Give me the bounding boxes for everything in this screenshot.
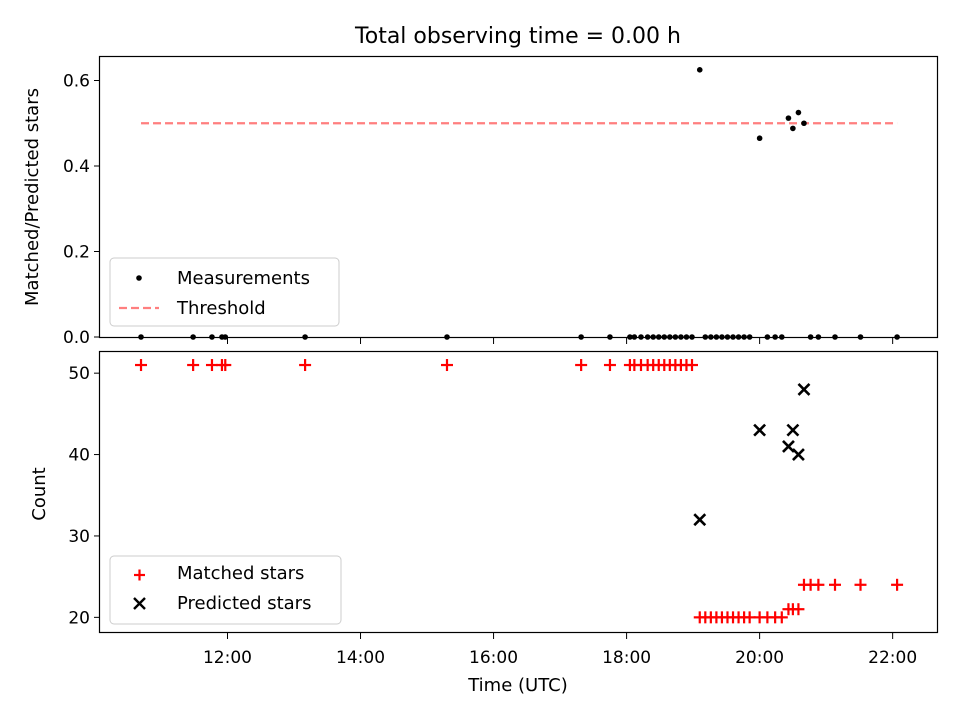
legend-marker-predicted-stars — [133, 597, 146, 610]
predicted-star-point — [786, 423, 800, 437]
x-tick-label: 12:00 — [203, 648, 252, 668]
bottom-legend: Matched stars Predicted stars — [109, 555, 342, 625]
bottom-plot-area — [135, 359, 904, 624]
marker-stroke — [693, 513, 707, 527]
count-panel: Count 20 30 40 50 12:00 14:00 16:00 18:00 20:00… — [29, 350, 939, 696]
matched-star-point — [219, 359, 232, 372]
measurement-point — [795, 109, 802, 116]
matched-star-point — [775, 611, 788, 624]
predicted-star-point — [792, 448, 805, 461]
measurement-point — [756, 135, 763, 142]
chart-title: Total observing time = 0.00 h — [354, 24, 681, 49]
y-tick-label: 40 — [68, 446, 90, 466]
bottom-x-axis: 12:00 14:00 16:00 18:00 20:00 22:00 — [203, 633, 917, 668]
y-tick-label: 50 — [68, 364, 90, 384]
matched-star-point — [603, 359, 616, 372]
bottom-y-axis: 20 30 40 50 — [68, 364, 100, 628]
x-tick-label: 18:00 — [602, 648, 651, 668]
legend-label-predicted-stars: Predicted stars — [177, 593, 311, 614]
matched-star-point — [299, 359, 312, 372]
marker-stroke — [786, 423, 800, 437]
legend-box — [109, 555, 342, 625]
legend-label-measurements: Measurements — [177, 268, 310, 289]
matched-star-point — [440, 359, 453, 372]
x-tick-label: 22:00 — [868, 648, 917, 668]
matched-star-point — [829, 578, 842, 591]
x-axis-label: Time (UTC) — [467, 675, 568, 696]
legend-label-threshold: Threshold — [176, 298, 266, 319]
measurement-point — [696, 67, 703, 73]
top-y-axis-label: Matched/Predicted stars — [22, 88, 43, 306]
legend-marker-measurements — [136, 275, 142, 281]
matched-star-point — [891, 578, 904, 591]
ratio-panel: Matched/Predicted stars 0.0 0.2 0.4 0.6 Mea… — [22, 55, 939, 348]
y-tick-label: 20 — [68, 608, 90, 628]
matched-star-point — [685, 359, 698, 372]
marker-stroke — [782, 439, 795, 453]
matched-star-point — [575, 359, 588, 372]
bottom-axes-frame — [98, 350, 939, 634]
measurement-point — [785, 115, 792, 121]
matched-star-point — [135, 359, 148, 372]
marker-stroke — [797, 383, 811, 396]
predicted-star-point — [753, 423, 767, 437]
measurement-point — [801, 120, 807, 127]
x-tick-label: 16:00 — [469, 648, 518, 668]
predicted-star-point — [693, 513, 707, 527]
matched-star-point — [792, 603, 805, 616]
legend-label-matched-stars: Matched stars — [177, 563, 304, 584]
bottom-y-axis-label: Count — [29, 467, 50, 520]
matched-star-point — [187, 359, 200, 372]
y-tick-label: 0.2 — [63, 243, 90, 263]
top-axes-frame — [98, 55, 939, 339]
top-x-axis — [226, 338, 894, 344]
x-tick-label: 20:00 — [735, 648, 784, 668]
predicted-star-point — [797, 383, 811, 396]
matched-star-point — [812, 578, 825, 591]
measurement-point — [790, 125, 796, 132]
y-tick-label: 30 — [68, 527, 90, 547]
matched-star-point — [854, 578, 867, 591]
y-tick-label: 0.6 — [63, 72, 90, 92]
top-legend: Measurements Threshold — [109, 257, 340, 327]
y-tick-label: 0.4 — [63, 157, 90, 177]
x-tick-label: 14:00 — [336, 648, 385, 668]
legend-box — [109, 257, 340, 327]
marker-stroke — [792, 448, 805, 461]
y-tick-label: 0.0 — [63, 328, 90, 348]
top-y-axis: 0.0 0.2 0.4 0.6 — [63, 72, 100, 348]
legend-marker-matched-stars — [134, 569, 145, 581]
marker-stroke — [753, 423, 767, 437]
